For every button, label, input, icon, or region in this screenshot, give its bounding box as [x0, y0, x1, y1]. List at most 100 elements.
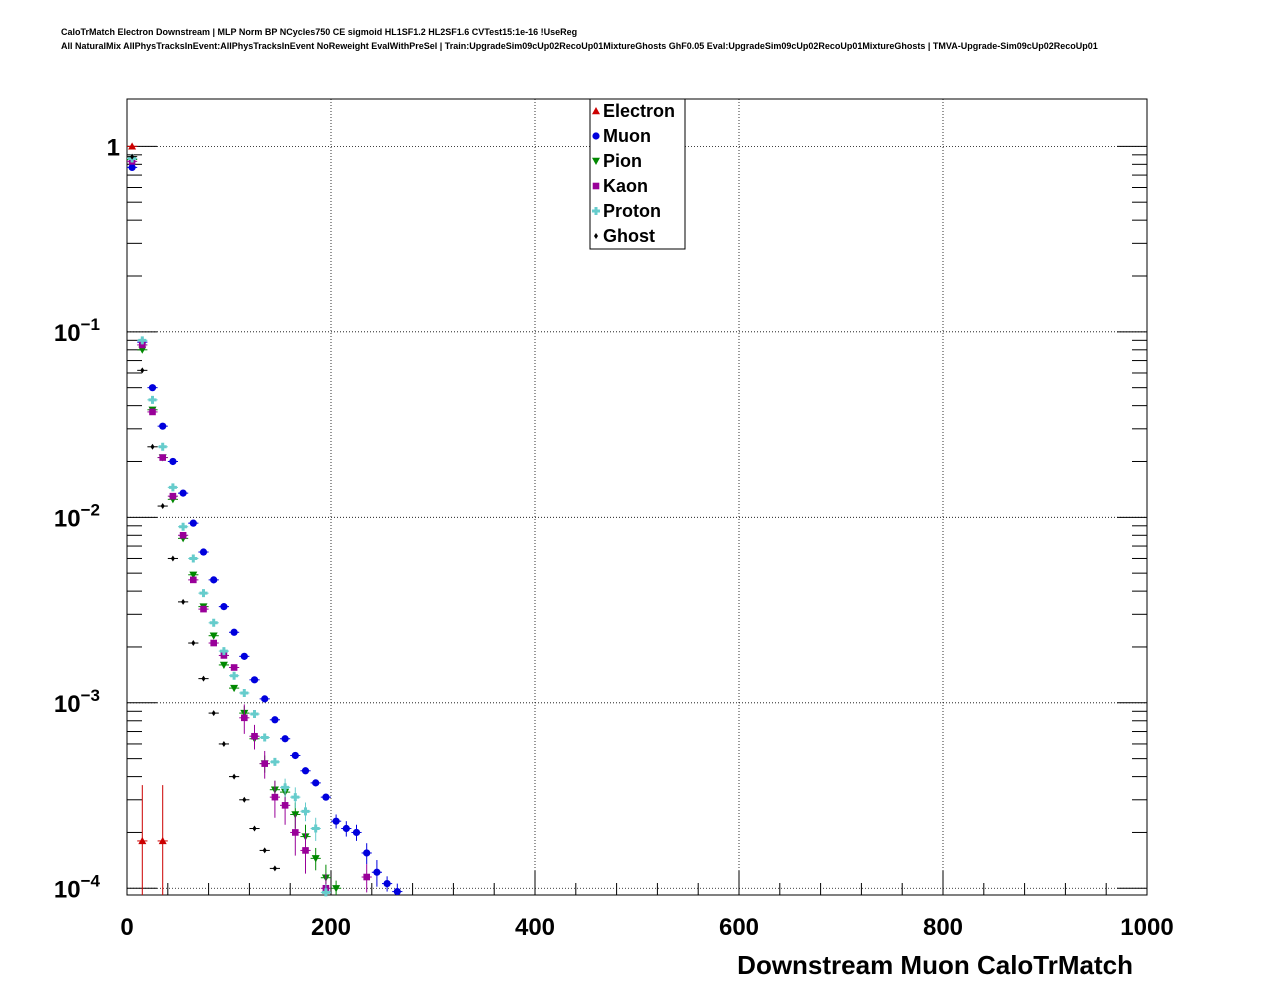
y-tick-label: 10−4 [54, 871, 101, 903]
data-point-kaon [169, 492, 177, 500]
legend-label-pion: Pion [603, 151, 642, 171]
y-tick-label: 10−1 [54, 315, 100, 347]
data-point-proton [209, 618, 218, 627]
data-point-kaon [261, 760, 268, 767]
data-point-muon [210, 576, 218, 584]
series-proton [127, 154, 331, 897]
data-point-muon [148, 384, 157, 392]
data-point-muon [281, 735, 289, 743]
x-tick-label: 200 [311, 914, 351, 941]
data-point-proton [158, 442, 167, 451]
data-point-kaon [190, 576, 197, 584]
data-point-ghost [150, 443, 155, 450]
data-point-ghost [140, 367, 145, 374]
legend-marker-kaon [592, 182, 600, 190]
data-point-kaon [139, 341, 146, 349]
data-point-kaon [271, 793, 279, 801]
data-point-pion [230, 684, 239, 693]
data-point-pion [332, 885, 341, 893]
chart-title-line-1: CaloTrMatch Electron Downstream | MLP No… [61, 27, 578, 37]
data-point-kaon [159, 454, 166, 461]
data-point-kaon [292, 829, 299, 836]
data-point-kaon [251, 732, 258, 740]
data-point-ghost [242, 796, 247, 803]
series-ghost [127, 153, 280, 872]
legend-marker-pion [592, 157, 600, 165]
data-point-ghost [201, 675, 206, 682]
data-point-pion [311, 855, 320, 863]
data-point-muon [373, 868, 381, 876]
data-point-kaon [210, 639, 217, 647]
chart-title-line-2: All NaturalMix AllPhysTracksInEvent:AllP… [61, 41, 1098, 51]
data-point-ghost [262, 847, 267, 854]
y-tick-label: 10−2 [54, 500, 100, 532]
data-point-muon [322, 793, 330, 801]
legend-label-electron: Electron [603, 101, 675, 121]
data-point-muon [332, 817, 340, 825]
series-muon [127, 163, 403, 896]
data-point-proton [179, 522, 188, 531]
data-point-proton [219, 647, 228, 656]
data-point-kaon [220, 652, 228, 659]
data-point-ghost [232, 773, 237, 780]
data-points [127, 142, 403, 897]
data-point-muon [301, 767, 310, 775]
y-tick-label: 1 [107, 134, 120, 161]
x-tick-label: 800 [923, 914, 963, 941]
data-point-proton [199, 589, 208, 598]
legend-label-proton: Proton [603, 201, 661, 221]
data-point-muon [179, 489, 187, 497]
legend-marker-electron [592, 107, 600, 115]
data-point-kaon [230, 664, 238, 671]
series-electron [127, 142, 168, 895]
data-point-pion [189, 571, 198, 579]
data-point-ghost [272, 865, 277, 872]
data-point-kaon [302, 847, 309, 854]
data-point-kaon [241, 714, 248, 722]
data-point-proton [301, 807, 310, 816]
data-point-proton [148, 395, 157, 404]
data-point-proton [138, 336, 147, 345]
x-axis-title: Downstream Muon CaloTrMatch [737, 950, 1133, 980]
series-kaon [127, 158, 372, 895]
data-point-muon [261, 695, 269, 703]
legend-marker-muon [592, 132, 600, 140]
data-point-proton [260, 733, 269, 742]
data-point-muon [352, 828, 361, 837]
data-point-proton [250, 710, 259, 719]
data-point-ghost [181, 598, 186, 605]
data-point-proton [311, 824, 320, 833]
data-point-ghost [221, 740, 226, 747]
data-point-proton [270, 757, 279, 766]
legend: Electron Muon Pion Kaon Proton Ghost [589, 98, 686, 250]
data-point-kaon [149, 408, 156, 416]
data-point-muon [169, 457, 177, 466]
data-point-pion [219, 661, 228, 669]
x-tick-label: 400 [515, 914, 555, 941]
axis-tick-labels: 0 200 400 600 800 1000 1 10−1 10−2 10−3 10−4 [54, 134, 1174, 941]
data-point-proton [168, 483, 177, 492]
data-point-proton [281, 783, 290, 792]
legend-marker-ghost [594, 233, 598, 239]
legend-label-muon: Muon [603, 126, 651, 146]
data-point-ghost [170, 555, 175, 562]
data-point-muon [383, 879, 391, 888]
x-tick-label: 1000 [1120, 914, 1173, 941]
data-point-muon [128, 163, 136, 172]
grid-layer [127, 99, 1147, 895]
data-point-ghost [252, 825, 257, 832]
data-point-muon [240, 652, 248, 660]
data-point-muon [393, 887, 401, 896]
data-point-proton [291, 793, 300, 802]
data-point-electron [158, 836, 167, 845]
data-point-ghost [130, 153, 135, 160]
legend-label-ghost: Ghost [603, 226, 655, 246]
legend-box [589, 98, 686, 250]
data-point-electron [128, 142, 137, 150]
legend-label-kaon: Kaon [603, 176, 648, 196]
data-point-pion [209, 632, 218, 640]
data-point-pion [138, 346, 147, 354]
data-point-muon [250, 676, 259, 684]
series-pion [127, 156, 342, 895]
